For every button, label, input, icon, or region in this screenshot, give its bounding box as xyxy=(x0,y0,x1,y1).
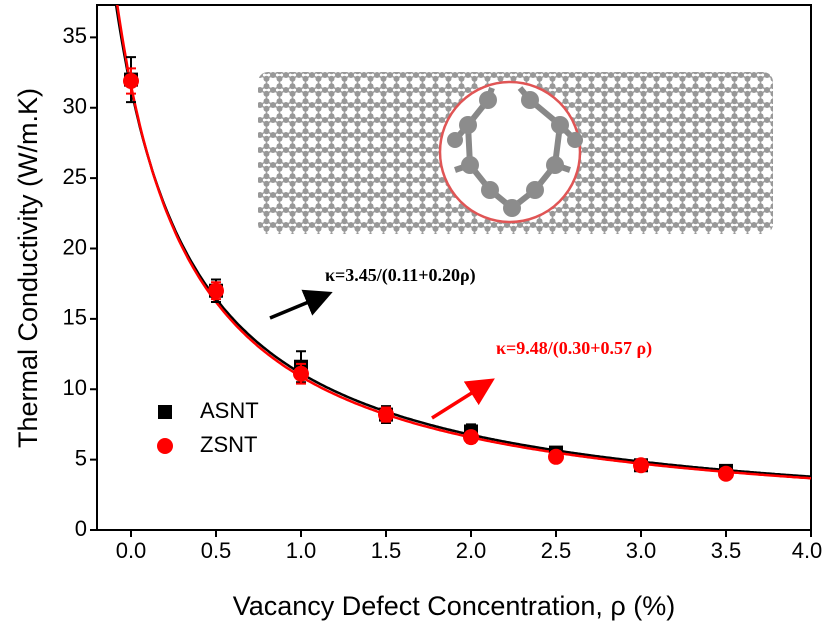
point xyxy=(293,366,309,382)
y-tick-label: 10 xyxy=(63,375,87,400)
point xyxy=(548,449,564,465)
x-tick-label: 4.0 xyxy=(792,538,823,563)
legend-label: ASNT xyxy=(200,398,259,423)
legend-label: ZSNT xyxy=(200,432,257,457)
x-tick-label: 3.5 xyxy=(711,538,742,563)
y-tick-label: 20 xyxy=(63,234,87,259)
arrow xyxy=(270,296,323,318)
arrow xyxy=(432,384,486,418)
inset-nanotube xyxy=(258,72,773,234)
legend-marker xyxy=(157,438,173,454)
point xyxy=(718,466,734,482)
x-axis-title: Vacancy Defect Concentration, ρ (%) xyxy=(233,591,676,621)
point xyxy=(123,73,139,89)
y-tick-label: 5 xyxy=(75,445,87,470)
point xyxy=(378,407,394,423)
legend-marker xyxy=(158,405,172,419)
fit-label: κ=9.48/(0.30+0.57 ρ) xyxy=(496,338,652,359)
point xyxy=(463,429,479,445)
x-tick-label: 1.5 xyxy=(371,538,402,563)
y-tick-label: 15 xyxy=(63,305,87,330)
chart: Vacancy Defect Concentration, ρ (%) Ther… xyxy=(0,0,831,637)
y-tick-label: 30 xyxy=(63,94,87,119)
point xyxy=(633,457,649,473)
x-tick-label: 2.0 xyxy=(456,538,487,563)
x-tick-label: 3.0 xyxy=(626,538,657,563)
fit-label: κ=3.45/(0.11+0.20ρ) xyxy=(325,265,476,286)
y-tick-label: 25 xyxy=(63,164,87,189)
x-tick-label: 0.5 xyxy=(201,538,232,563)
x-tick-label: 1.0 xyxy=(286,538,317,563)
y-tick-label: 0 xyxy=(75,516,87,541)
point xyxy=(208,283,224,299)
page: Vacancy Defect Concentration, ρ (%) Ther… xyxy=(0,0,831,642)
x-tick-label: 0.0 xyxy=(116,538,147,563)
x-tick-label: 2.5 xyxy=(541,538,572,563)
y-axis-title: Thermal Conductivity (W/m.K) xyxy=(13,88,43,448)
y-tick-label: 35 xyxy=(63,23,87,48)
